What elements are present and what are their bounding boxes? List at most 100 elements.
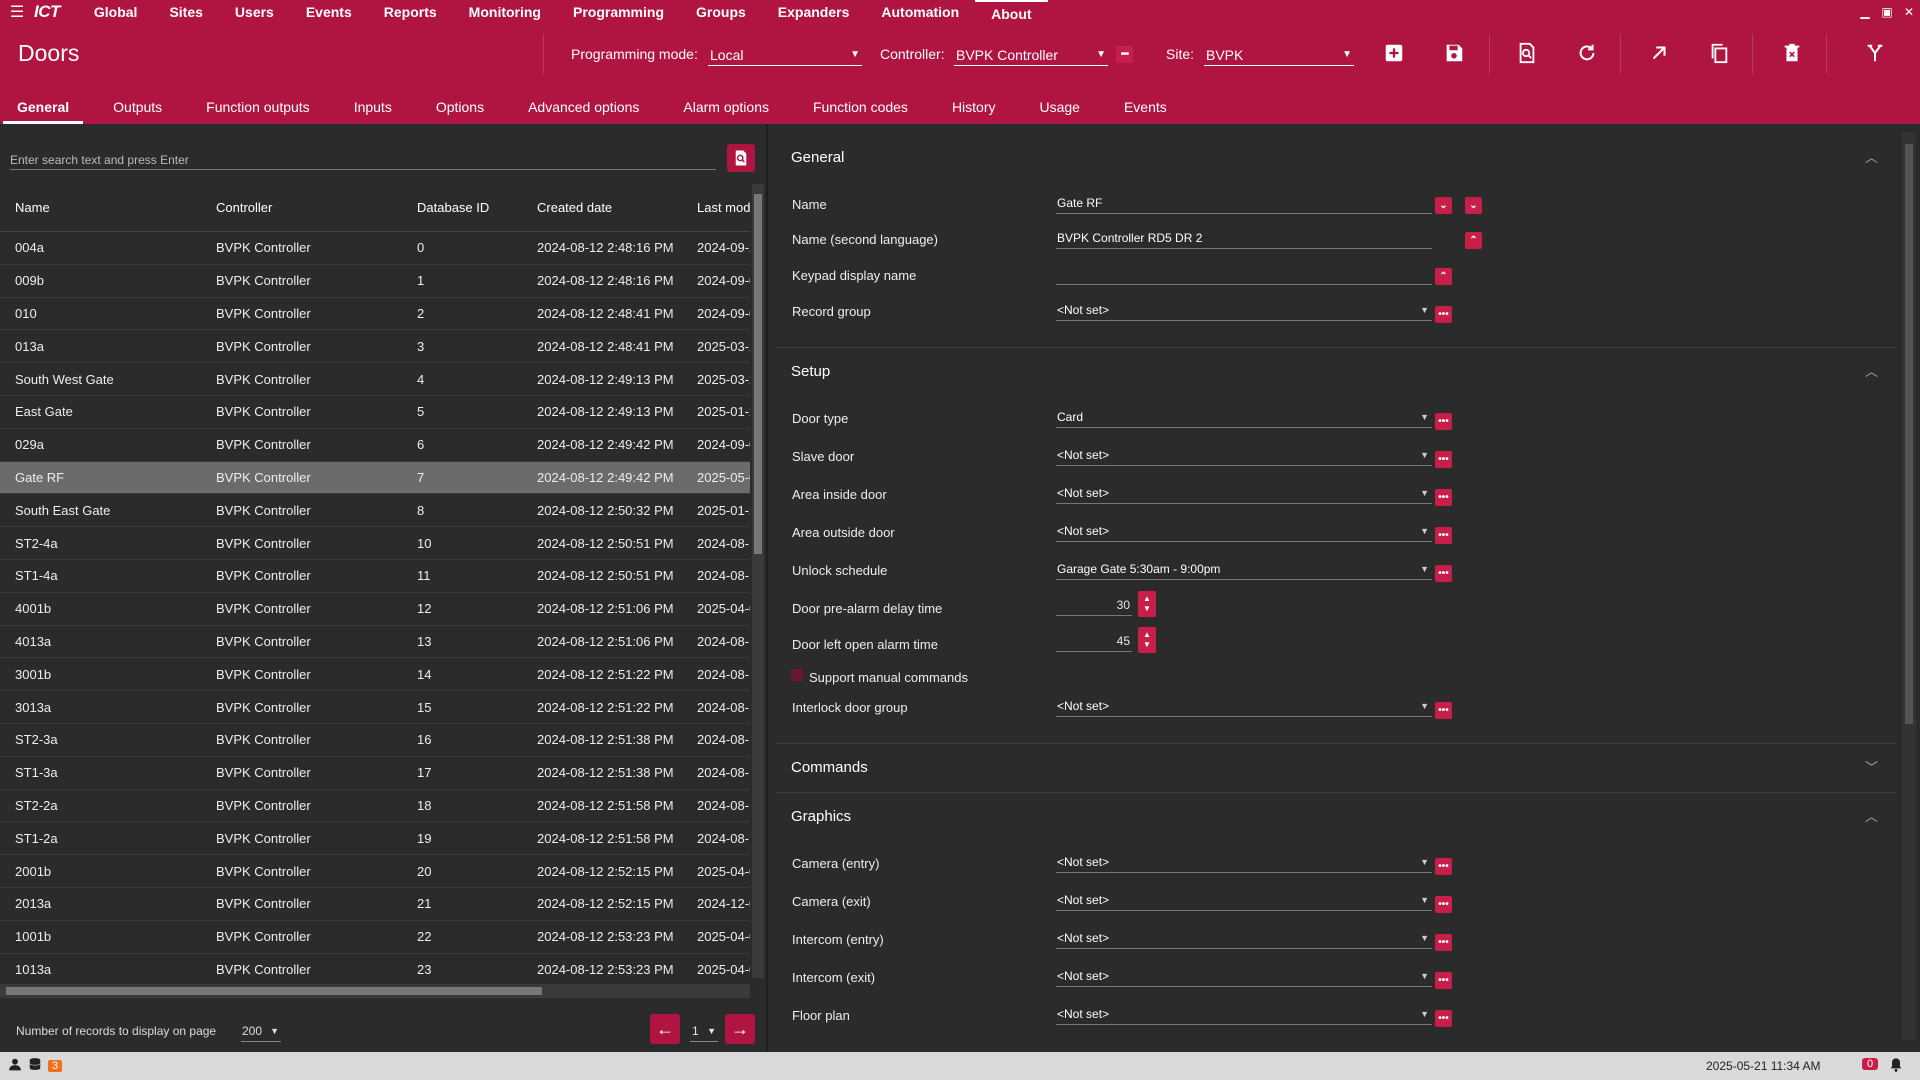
pre-alarm-delay-stepper[interactable]: ▲ ▼ — [1138, 591, 1156, 617]
record-group-more-button[interactable]: ••• — [1435, 306, 1452, 323]
table-row[interactable]: East Gate BVPK Controller 5 2024-08-12 2:49… — [0, 396, 750, 429]
pane-splitter[interactable] — [766, 124, 768, 1052]
site-select[interactable]: BVPK ▼ — [1204, 44, 1354, 66]
menu-item-expanders[interactable]: Expanders — [777, 4, 850, 20]
keypad-display-name-field[interactable] — [1056, 263, 1432, 285]
section-setup-header[interactable]: Setup ︿ — [776, 355, 1896, 389]
area-outside-more-button[interactable]: ••• — [1435, 527, 1452, 544]
slave-door-more-button[interactable]: ••• — [1435, 451, 1452, 468]
scrollbar-thumb[interactable] — [1905, 144, 1913, 724]
tab-advanced-options[interactable]: Advanced options — [528, 99, 640, 115]
menu-item-events[interactable]: Events — [305, 4, 352, 20]
pre-alarm-delay-input[interactable]: 30 — [1056, 594, 1132, 616]
bell-icon[interactable] — [1888, 1057, 1904, 1076]
records-per-page-select[interactable]: 200 ▼ — [241, 1020, 281, 1042]
chevron-down-icon[interactable]: ▼ — [1143, 604, 1151, 613]
door-type-more-button[interactable]: ••• — [1435, 413, 1452, 430]
table-row[interactable]: 4013a BVPK Controller 13 2024-08-12 2:51:06… — [0, 626, 750, 659]
tab-history[interactable]: History — [951, 99, 996, 115]
table-row[interactable]: Gate RF BVPK Controller 7 2024-08-12 2:49:4… — [0, 461, 750, 495]
area-inside-more-button[interactable]: ••• — [1435, 489, 1452, 506]
chevron-up-icon[interactable]: ▲ — [1143, 594, 1151, 603]
close-icon[interactable]: ✕ — [1903, 5, 1915, 19]
table-row[interactable]: 4001b BVPK Controller 12 2024-08-12 2:51:06… — [0, 593, 750, 626]
camera-exit-more-button[interactable]: ••• — [1435, 896, 1452, 913]
previous-page-button[interactable]: ← — [650, 1014, 680, 1044]
second-language-name-field[interactable]: BVPK Controller RD5 DR 2 — [1056, 227, 1432, 249]
table-row[interactable]: 3013a BVPK Controller 15 2024-08-12 2:51:22… — [0, 691, 750, 724]
table-row[interactable]: 1013a BVPK Controller 23 2024-08-12 2:53:23… — [0, 954, 750, 978]
save-icon[interactable] — [1441, 40, 1467, 66]
programming-mode-select[interactable]: Local ▼ — [708, 44, 862, 66]
section-graphics-header[interactable]: Graphics ︿ — [776, 800, 1896, 834]
tab-options[interactable]: Options — [435, 99, 485, 115]
tab-usage[interactable]: Usage — [1039, 99, 1080, 115]
floor-plan-more-button[interactable]: ••• — [1435, 1010, 1452, 1027]
table-row[interactable]: 009b BVPK Controller 1 2024-08-12 2:48:16 P… — [0, 265, 750, 298]
add-icon[interactable] — [1381, 40, 1407, 66]
next-page-button[interactable]: → — [725, 1014, 755, 1044]
column-header-created-date[interactable]: Created date — [537, 200, 613, 215]
column-header-controller[interactable]: Controller — [216, 200, 273, 215]
menu-item-automation[interactable]: Automation — [881, 4, 960, 20]
tab-events[interactable]: Events — [1123, 99, 1167, 115]
tab-function-codes[interactable]: Function codes — [812, 99, 908, 115]
manual-commands-checkbox[interactable] — [791, 669, 803, 681]
table-row[interactable]: 029a BVPK Controller 6 2024-08-12 2:49:42 P… — [0, 429, 750, 462]
table-row[interactable]: 013a BVPK Controller 3 2024-08-12 2:48:41 P… — [0, 330, 750, 364]
search-button[interactable] — [727, 144, 755, 172]
column-header-last-modified[interactable]: Last modified — [697, 200, 750, 215]
unlock-schedule-select[interactable]: Garage Gate 5:30am - 9:00pm ▼ — [1056, 558, 1432, 580]
table-row[interactable]: 3001b BVPK Controller 14 2024-08-12 2:51:22… — [0, 658, 750, 692]
tab-outputs[interactable]: Outputs — [113, 99, 163, 115]
table-row[interactable]: ST1-3a BVPK Controller 17 2024-08-12 2:51:3… — [0, 757, 750, 790]
name-field[interactable]: Gate RF — [1056, 192, 1432, 214]
scrollbar-thumb[interactable] — [754, 194, 762, 554]
hamburger-menu-icon[interactable]: ☰ — [9, 4, 25, 21]
tab-inputs[interactable]: Inputs — [353, 99, 392, 115]
left-open-alarm-input[interactable]: 45 — [1056, 630, 1132, 652]
unlock-schedule-more-button[interactable]: ••• — [1435, 565, 1452, 582]
area-inside-door-select[interactable]: <Not set> ▼ — [1056, 482, 1432, 504]
merge-icon[interactable] — [1862, 40, 1888, 66]
table-row[interactable]: ST2-4a BVPK Controller 10 2024-08-12 2:50:5… — [0, 527, 750, 560]
menu-item-programming[interactable]: Programming — [572, 4, 664, 20]
left-open-alarm-stepper[interactable]: ▲ ▼ — [1138, 627, 1156, 653]
search-input[interactable] — [10, 150, 716, 170]
intercom-entry-select[interactable]: <Not set> ▼ — [1056, 927, 1432, 949]
table-row[interactable]: 2001b BVPK Controller 20 2024-08-12 2:52:15… — [0, 855, 750, 888]
controller-select[interactable]: BVPK Controller ▼ — [954, 44, 1108, 66]
record-group-select[interactable]: <Not set> ▼ — [1056, 299, 1432, 321]
page-number-select[interactable]: 1 ▼ — [690, 1020, 718, 1042]
camera-exit-select[interactable]: <Not set> ▼ — [1056, 889, 1432, 911]
table-vertical-scrollbar[interactable] — [752, 184, 764, 978]
second-language-collapse-button[interactable]: ⌃ — [1465, 232, 1482, 249]
column-header-database-id[interactable]: Database ID — [417, 200, 490, 215]
intercom-exit-more-button[interactable]: ••• — [1435, 972, 1452, 989]
tab-alarm-options[interactable]: Alarm options — [683, 99, 769, 115]
refresh-icon[interactable] — [1574, 40, 1600, 66]
table-row[interactable]: ST1-2a BVPK Controller 19 2024-08-12 2:51:5… — [0, 822, 750, 856]
name-expand-button[interactable]: ⌄ — [1435, 197, 1452, 214]
name-language-button[interactable]: ⌄ — [1465, 197, 1482, 214]
camera-entry-more-button[interactable]: ••• — [1435, 858, 1452, 875]
search-preview-icon[interactable] — [1514, 40, 1540, 66]
interlock-more-button[interactable]: ••• — [1435, 702, 1452, 719]
tab-general[interactable]: General — [2, 90, 84, 124]
menu-item-about[interactable]: About — [975, 0, 1048, 24]
menu-item-sites[interactable]: Sites — [169, 4, 203, 20]
menu-item-global[interactable]: Global — [93, 4, 138, 20]
intercom-exit-select[interactable]: <Not set> ▼ — [1056, 965, 1432, 987]
section-commands-header[interactable]: Commands ﹀ — [776, 751, 1896, 785]
details-vertical-scrollbar[interactable] — [1902, 132, 1916, 1040]
door-type-select[interactable]: Card ▼ — [1056, 406, 1432, 428]
delete-icon[interactable] — [1779, 40, 1805, 66]
table-row[interactable]: ST1-4a BVPK Controller 11 2024-08-12 2:50:5… — [0, 560, 750, 593]
table-row[interactable]: 004a BVPK Controller 0 2024-08-12 2:48:16 P… — [0, 232, 750, 265]
table-row[interactable]: 010 BVPK Controller 2 2024-08-12 2:48:41 PM… — [0, 298, 750, 331]
maximize-icon[interactable]: ▣ — [1881, 5, 1893, 19]
alarm-count-badge[interactable]: 0 — [1862, 1058, 1879, 1070]
table-row[interactable]: ST2-3a BVPK Controller 16 2024-08-12 2:51:3… — [0, 724, 750, 757]
notification-count-badge[interactable]: 3 — [48, 1059, 63, 1072]
area-outside-door-select[interactable]: <Not set> ▼ — [1056, 520, 1432, 542]
